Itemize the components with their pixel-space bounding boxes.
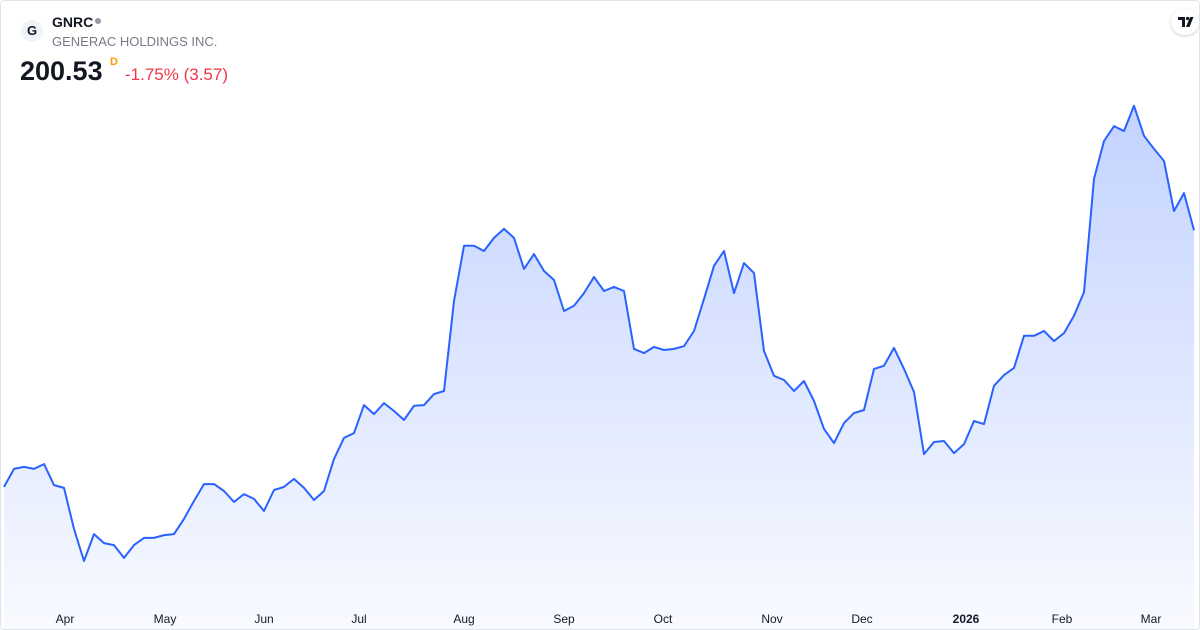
status-dot xyxy=(95,18,101,24)
symbol[interactable]: GNRC xyxy=(52,14,94,30)
brand-logo[interactable] xyxy=(1171,9,1199,35)
area-fill xyxy=(4,105,1194,629)
price: 200.53 xyxy=(20,56,103,86)
brand-icon xyxy=(1178,16,1194,27)
price-line xyxy=(3,104,1195,562)
logo[interactable]: G xyxy=(21,20,43,42)
company-name: GENERAC HOLDINGS INC. xyxy=(52,34,218,49)
price-flag: D xyxy=(110,56,118,68)
price-change: -1.75% (3.57) xyxy=(125,65,228,84)
